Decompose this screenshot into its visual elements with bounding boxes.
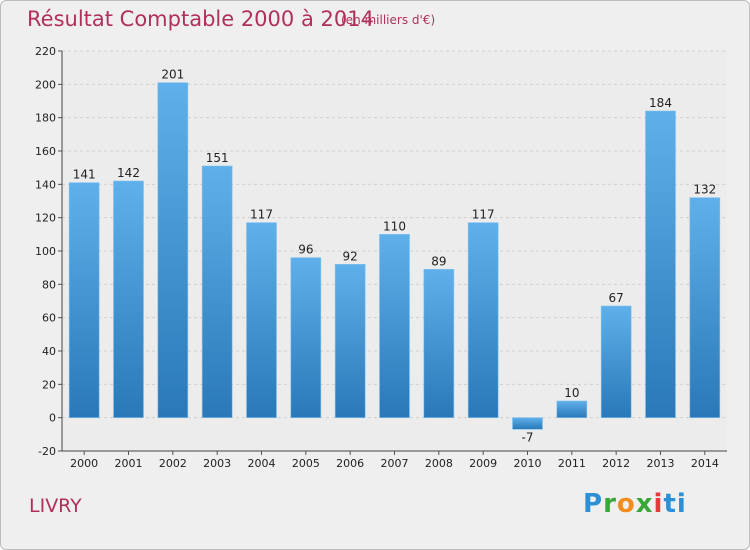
bar-2008 (423, 269, 455, 418)
bar-2009 (467, 222, 499, 418)
bar-2013 (645, 110, 676, 418)
bar-2000 (68, 182, 100, 418)
bar-2010 (512, 417, 543, 430)
data-label-2005: 96 (298, 243, 313, 257)
data-label-2010: -7 (522, 430, 534, 444)
x-tick-label: 2004 (248, 457, 276, 470)
y-tick-label: 100 (35, 245, 56, 258)
y-tick-label: 200 (35, 78, 56, 91)
x-tick-label: 2011 (558, 457, 586, 470)
city-name: LIVRY (29, 495, 82, 517)
data-label-2009: 117 (472, 208, 495, 222)
data-label-2011: 10 (564, 386, 579, 400)
x-tick-label: 2013 (647, 457, 675, 470)
y-tick-label: 0 (49, 412, 56, 425)
data-label-2003: 151 (206, 151, 229, 165)
data-label-2002: 201 (161, 68, 184, 82)
bar-2003 (201, 165, 233, 418)
x-tick-label: 2003 (203, 457, 231, 470)
chart-title: Résultat Comptable 2000 à 2014 (27, 7, 374, 31)
bar-2007 (379, 234, 410, 418)
data-label-2012: 67 (609, 291, 624, 305)
x-tick-label: 2014 (691, 457, 719, 470)
y-tick-label: 120 (35, 212, 56, 225)
x-tick-label: 2006 (336, 457, 364, 470)
x-tick-label: 2002 (159, 457, 187, 470)
data-label-2001: 142 (117, 166, 140, 180)
chart-subtitle: (en milliers d'€) (341, 13, 436, 27)
bar-2011 (556, 400, 588, 418)
data-label-2007: 110 (383, 219, 406, 233)
axes: -20 0 20 40 60 80 100 120 140 160 180 200 220 2000 200… (35, 45, 727, 470)
y-tick-label: -20 (38, 445, 56, 458)
y-tick-label: 20 (42, 378, 56, 391)
y-tick-label: 180 (35, 112, 56, 125)
bar-2004 (246, 222, 277, 418)
x-tick-label: 2001 (115, 457, 143, 470)
data-label-2013: 184 (649, 96, 672, 110)
data-labels: 141 142 201 151 117 96 92 110 89 117 -7 10 67 184 132 (73, 68, 717, 445)
y-tick-label: 220 (35, 45, 56, 58)
x-tick-label: 2008 (425, 457, 453, 470)
x-tick-label: 2012 (602, 457, 630, 470)
data-label-2014: 132 (693, 183, 716, 197)
bar-2005 (290, 257, 322, 418)
bar-2002 (157, 82, 189, 418)
bars (68, 82, 721, 430)
bar-2006 (334, 264, 366, 418)
bar-2012 (600, 305, 632, 418)
data-label-2006: 92 (343, 249, 358, 263)
x-tick-label: 2005 (292, 457, 320, 470)
x-tick-label: 2010 (514, 457, 542, 470)
y-tick-label: 80 (42, 278, 56, 291)
bar-2014 (689, 197, 721, 418)
data-label-2008: 89 (431, 254, 446, 268)
x-tick-label: 2000 (70, 457, 98, 470)
y-tick-label: 140 (35, 178, 56, 191)
data-label-2000: 141 (73, 168, 96, 182)
proxiti-logo: Proxiti (583, 489, 687, 519)
y-tick-label: 40 (42, 345, 56, 358)
x-tick-label: 2007 (381, 457, 409, 470)
y-tick-label: 60 (42, 312, 56, 325)
data-label-2004: 117 (250, 208, 273, 222)
y-tick-label: 160 (35, 145, 56, 158)
x-tick-label: 2009 (469, 457, 497, 470)
bar-2001 (113, 180, 144, 418)
